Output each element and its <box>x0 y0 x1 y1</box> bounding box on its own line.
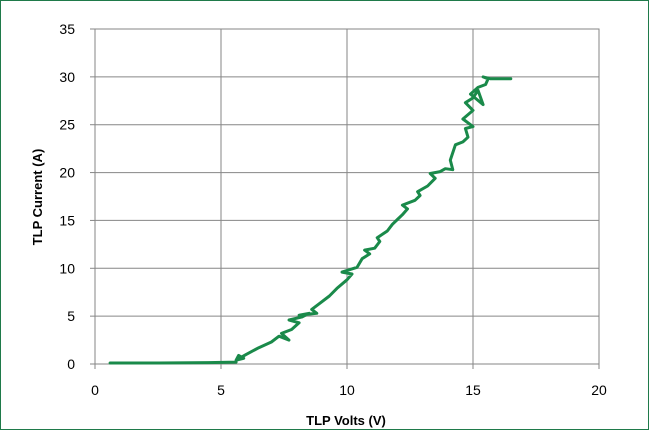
y-tick-label: 30 <box>59 69 75 85</box>
x-axis-title: TLP Volts (V) <box>306 413 386 428</box>
y-tick-label: 15 <box>59 212 75 228</box>
y-axis-title: TLP Current (A) <box>30 149 45 246</box>
y-tick-label: 35 <box>59 21 75 37</box>
x-tick-label: 10 <box>339 382 355 398</box>
series-line <box>108 75 513 365</box>
x-tick-label: 0 <box>91 382 99 398</box>
x-tick-label: 15 <box>465 382 481 398</box>
y-tick-label: 5 <box>67 308 75 324</box>
series-layer <box>108 75 513 365</box>
y-tick-label: 10 <box>59 260 75 276</box>
y-tick-label: 20 <box>59 165 75 181</box>
x-tick-label: 5 <box>217 382 225 398</box>
label-layer: 0 5 10 15 20 0 5 10 15 20 25 30 35 <box>59 21 607 398</box>
y-tick-label: 0 <box>67 356 75 372</box>
grid-layer <box>94 28 600 365</box>
x-tick-label: 20 <box>591 382 607 398</box>
axis-layer <box>90 28 600 369</box>
y-tick-label: 25 <box>59 117 75 133</box>
